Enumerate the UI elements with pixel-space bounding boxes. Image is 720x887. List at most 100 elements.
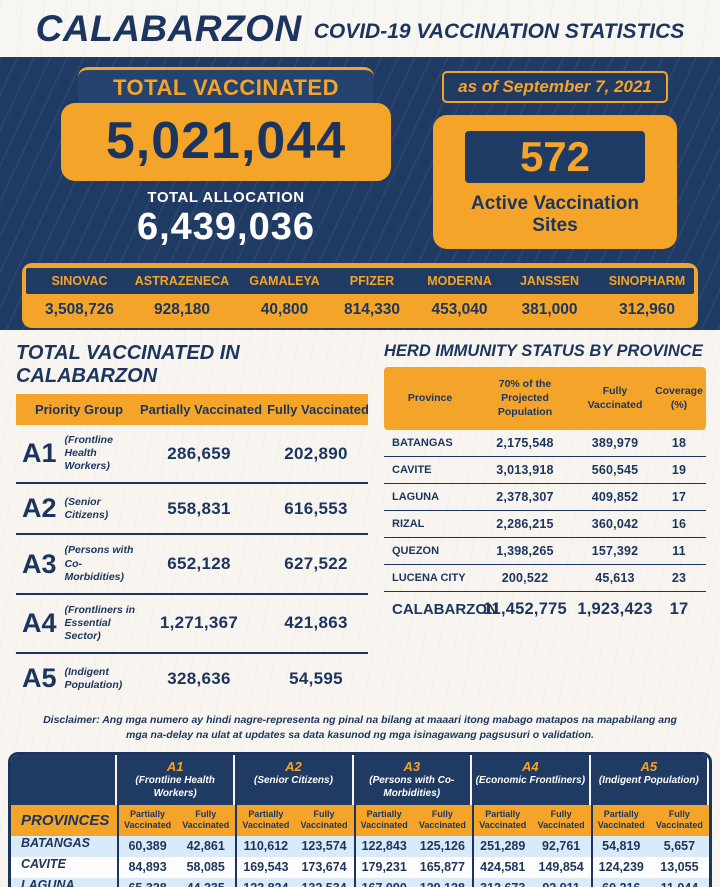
vaccine-name: PFIZER	[349, 274, 395, 288]
total-allocation-label: TOTAL ALLOCATION	[147, 189, 305, 206]
vaccine-doses: 453,040	[431, 301, 488, 318]
column-header: Partially Vaccinated	[139, 402, 263, 417]
province-name: RIZAL	[392, 517, 425, 530]
province-name: CAVITE	[392, 463, 432, 476]
fully-value: 389,979	[591, 435, 639, 450]
priority-group-table: TOTAL VACCINATED IN CALABARZON Priority …	[16, 342, 369, 703]
page-header: CALABARZON COVID-19 VACCINATION STATISTI…	[0, 0, 720, 57]
coverage-value: 11	[672, 543, 686, 558]
group-desc: (Frontline Health Workers)	[135, 774, 215, 799]
cell: 110,612	[235, 835, 295, 857]
population-value: 2,175,548	[496, 435, 554, 450]
cell: 122,843	[353, 835, 413, 857]
vaccine-doses: 381,000	[521, 301, 578, 318]
cell: 44,235	[176, 877, 236, 887]
priority-code: A3	[22, 548, 57, 579]
active-sites-value: 572	[465, 131, 645, 183]
priority-table-header: Priority Group Partially Vaccinated Full…	[16, 394, 369, 425]
cell: 65,328	[117, 877, 177, 887]
vaccine-name: ASTRAZENECA	[134, 274, 230, 288]
coverage-value: 19	[671, 462, 687, 477]
table-row: CAVITE 3,013,918 560,545 19	[384, 457, 706, 484]
cell: 84,893	[117, 856, 177, 878]
cell: 251,289	[471, 835, 532, 857]
group-desc: (Indigent Population)	[598, 774, 699, 786]
partial-value: 558,831	[167, 498, 231, 518]
partial-value: 328,636	[167, 668, 231, 688]
province-name: BATANGAS	[11, 835, 117, 857]
province-breakdown-table: A1 (Frontline Health Workers) A2 (Senior…	[8, 751, 712, 887]
partial-value: 652,128	[167, 554, 231, 574]
vaccine-doses: 40,800	[260, 301, 309, 318]
population-value: 200,522	[501, 570, 549, 585]
table-row: QUEZON 1,398,265 157,392 11	[384, 538, 706, 565]
hero-section: TOTAL VACCINATED 5,021,044 TOTAL ALLOCAT…	[0, 57, 720, 330]
cell: 92,911	[531, 877, 591, 887]
population-value: 1,398,265	[496, 543, 554, 558]
province-name: QUEZON	[392, 544, 440, 557]
full-value: 202,890	[284, 443, 348, 463]
cell: 60,389	[117, 835, 177, 857]
table-row: A5 (Indigent Population) 328,636 54,595	[16, 654, 368, 703]
cell: 58,085	[176, 856, 236, 878]
group-header: A2 (Senior Citizens)	[235, 754, 354, 805]
cell: 125,126	[412, 835, 472, 857]
population-value: 11,452,775	[483, 599, 567, 618]
cell: 179,231	[353, 856, 413, 878]
group-code: A1	[166, 758, 184, 774]
column-header: Partially Vaccinated	[235, 804, 295, 836]
vaccine-doses: 312,960	[618, 301, 676, 318]
column-header: Coverage (%)	[655, 385, 703, 412]
table-row: BATANGAS 2,175,548 389,979 18	[384, 430, 706, 457]
partial-value: 286,659	[167, 443, 231, 463]
column-header: Partially Vaccinated	[353, 804, 413, 836]
group-desc: (Senior Citizens)	[254, 774, 333, 786]
vaccine-doses: 814,330	[343, 301, 401, 318]
full-value: 627,522	[284, 554, 348, 574]
cell: 169,543	[235, 856, 295, 878]
priority-desc: (Senior Citizens)	[64, 495, 109, 521]
priority-code: A5	[22, 663, 57, 694]
group-code: A2	[285, 758, 302, 774]
column-header: Fully Vaccinated	[587, 385, 643, 412]
herd-immunity-table: HERD IMMUNITY STATUS BY PROVINCE Provinc…	[384, 342, 706, 703]
cell: 122,824	[235, 877, 295, 887]
cell: 173,674	[294, 856, 354, 878]
fully-value: 45,613	[595, 570, 635, 585]
group-desc: (Economic Frontliners)	[475, 774, 586, 786]
group-header: A4 (Economic Frontliners)	[471, 754, 591, 805]
column-header: Fully Vaccinated	[176, 804, 236, 836]
table-row: A1 (Frontline Health Workers) 286,659 202…	[16, 425, 368, 485]
cell: 54,819	[590, 835, 650, 857]
province-name: CALABARZON	[392, 600, 498, 618]
cell: 312,673	[471, 877, 532, 887]
province-name: CAVITE	[11, 856, 117, 878]
group-header: A1 (Frontline Health Workers)	[117, 754, 236, 805]
cell: 11,044	[649, 877, 709, 887]
corner-cell	[11, 754, 117, 805]
cell: 92,761	[531, 835, 591, 857]
full-value: 616,553	[284, 498, 348, 518]
full-value: 421,863	[284, 613, 348, 633]
vaccine-name: SINOVAC	[51, 274, 108, 288]
table-row: A4 (Frontliners in Essential Sector) 1,27…	[16, 595, 368, 655]
fully-value: 560,545	[591, 462, 639, 477]
province-name: LAGUNA	[392, 490, 440, 503]
active-sites-label: Active Vaccination Sites	[471, 193, 639, 236]
cell: 132,534	[294, 877, 354, 887]
cell: 60,216	[590, 877, 650, 887]
table-row: RIZAL 2,286,215 360,042 16	[384, 511, 706, 538]
provinces-column-label: PROVINCES	[11, 804, 117, 836]
vaccine-brands-strip: SINOVAC ASTRAZENECA GAMALEYA PFIZER MODE…	[22, 263, 698, 328]
cell: 167,090	[353, 877, 413, 887]
column-header: Partially Vaccinated	[590, 804, 650, 836]
column-header: Fully Vaccinated	[531, 804, 591, 836]
active-sites-block: as of September 7, 2021 572 Active Vacci…	[410, 67, 700, 249]
cell: 149,854	[531, 856, 591, 878]
province-name: BATANGAS	[392, 436, 453, 449]
table-total-row: CALABARZON 11,452,775 1,923,423 17	[384, 592, 706, 625]
population-value: 2,378,307	[496, 489, 554, 504]
coverage-value: 17	[671, 489, 687, 504]
partial-value: 1,271,367	[159, 613, 239, 633]
